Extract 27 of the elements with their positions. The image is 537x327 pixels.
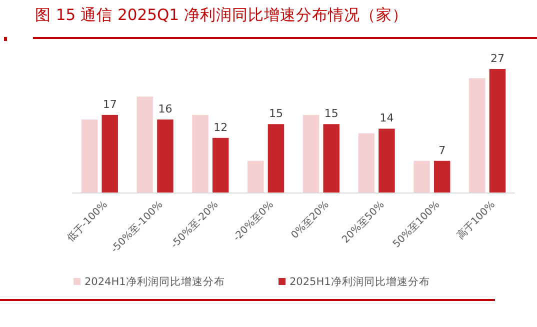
bar: [414, 160, 430, 193]
bar: [358, 133, 375, 193]
bar: [434, 160, 450, 193]
data-label: 14: [380, 112, 394, 125]
data-label: 16: [158, 102, 172, 116]
data-label: 17: [102, 98, 117, 111]
legend-label: 2024H1净利润同比增速分布: [84, 275, 225, 288]
bar: [81, 120, 98, 193]
bar: [192, 114, 208, 193]
bar: [302, 114, 320, 193]
bar: [268, 124, 284, 193]
bar: [102, 114, 118, 193]
legend-label: 2025H1净利润同比增速分布: [290, 275, 430, 288]
data-label: 7: [438, 144, 446, 157]
bar: [378, 128, 395, 193]
bar: [136, 96, 154, 193]
bar: [248, 160, 264, 193]
chart-title: 图 15 通信 2025Q1 净利润同比增速分布情况（家）: [35, 6, 408, 24]
data-label: 12: [214, 120, 228, 134]
data-label: 15: [324, 107, 338, 120]
data-label: 27: [490, 52, 504, 65]
bar: [489, 69, 506, 193]
bar: [323, 124, 340, 193]
bar: [469, 78, 486, 193]
bar: [157, 120, 174, 193]
data-label: 15: [268, 107, 283, 120]
bar: [212, 138, 229, 193]
